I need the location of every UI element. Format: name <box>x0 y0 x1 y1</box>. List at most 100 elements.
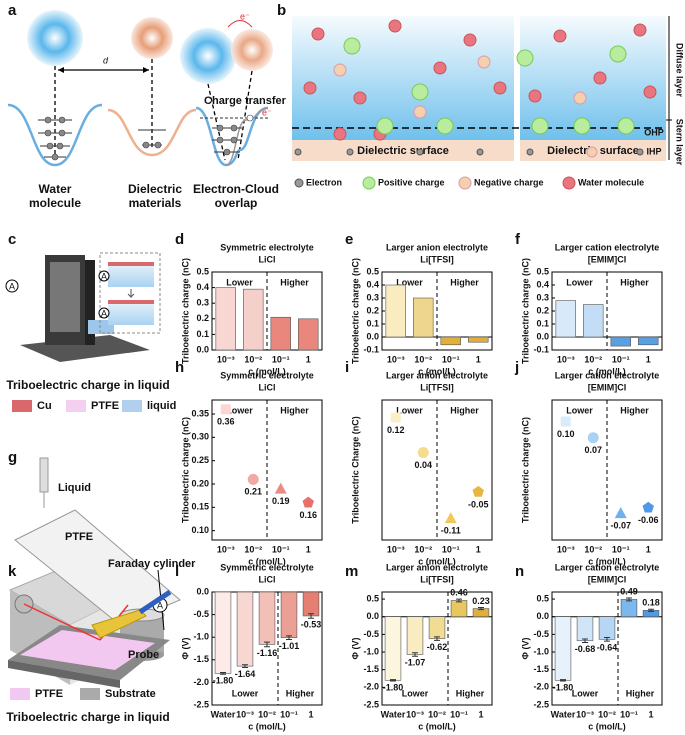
data-label: -0.11 <box>441 526 461 536</box>
ammeter <box>98 307 110 319</box>
data-label: -1.64 <box>235 669 256 679</box>
y-tick-label: 0.15 <box>191 502 209 512</box>
y-tick-label: -2.0 <box>193 677 209 687</box>
annotation: Higher <box>450 405 479 415</box>
syringe <box>39 457 49 493</box>
ammeter <box>5 279 19 293</box>
surface <box>292 140 514 161</box>
inset-cu <box>108 262 154 266</box>
annotation: Lower <box>572 688 599 698</box>
y-axis-label: Triboelectric charge (nC) <box>520 258 530 364</box>
x-tick-label: 10⁻¹ <box>272 354 290 364</box>
x-tick-label: 1 <box>476 354 481 364</box>
y-tick-label: 0.2 <box>366 305 379 315</box>
data-label: 0.04 <box>414 460 432 470</box>
bar <box>236 591 254 667</box>
annotation: Lower <box>396 277 423 287</box>
y-tick-label: 0.4 <box>536 279 549 289</box>
annotation: Higher <box>620 405 649 415</box>
marker <box>302 496 314 508</box>
y-tick-label: -0.5 <box>363 629 379 639</box>
ammeter <box>98 270 110 282</box>
y-axis-label: Triboelectric charge (nC) <box>180 417 190 523</box>
panel-label: a <box>8 2 17 19</box>
x-tick-label: 10⁻² <box>584 354 602 364</box>
legend-b: Electron Positive charge Negative charge… <box>294 176 644 190</box>
panel-label: b <box>277 2 286 19</box>
legend-swatch <box>122 400 142 412</box>
legend-swatch <box>10 688 30 700</box>
y-axis-label: Φ (V) <box>180 638 190 660</box>
x-tick-label: 10⁻² <box>244 354 262 364</box>
electrons <box>44 114 254 161</box>
y-tick-label: -1.5 <box>363 664 379 674</box>
y-tick-label: -1.5 <box>193 654 209 664</box>
data-label: -1.07 <box>405 658 426 668</box>
x-tick-label: 10⁻³ <box>217 544 235 554</box>
legend-label: Cu <box>37 400 52 412</box>
x-axis-label: c (mol/L) <box>418 721 456 731</box>
panel-a: a e⁻ d Charge transfer e⁻ Water molecule… <box>7 2 287 210</box>
marker <box>444 512 457 524</box>
legend-label: Electron <box>306 177 342 187</box>
bar <box>302 591 320 617</box>
bar <box>214 591 232 674</box>
bar <box>270 316 291 351</box>
bar <box>384 616 402 681</box>
tower-side <box>85 260 95 345</box>
error-bar <box>456 598 462 603</box>
data-label: 0.18 <box>642 598 660 608</box>
bar <box>385 284 406 338</box>
bar <box>468 336 489 343</box>
chart: Larger anion electrolyte Li[TFSI] -0.1 0.0 0… <box>350 242 493 376</box>
panel-label: h <box>175 359 184 376</box>
x-tick-label: 1 <box>478 709 483 719</box>
error-bar <box>264 641 270 648</box>
y-tick-label: 0.2 <box>536 305 549 315</box>
legend-swatch <box>66 400 86 412</box>
x-tick-label: 1 <box>306 544 311 554</box>
y-tick-label: 0.25 <box>191 455 209 465</box>
data-label: 0.36 <box>217 417 235 427</box>
x-tick-label: 10⁻² <box>414 354 432 364</box>
solution <box>292 16 514 140</box>
chart: Larger cation electrolyte [EMIM]Cl -2.5 -2.… <box>520 562 663 731</box>
chart-title: Symmetric electrolyte <box>220 370 314 380</box>
x-axis-label: c (mol/L) <box>588 721 626 731</box>
data-label: 0.49 <box>620 586 638 596</box>
legend-label: PTFE <box>91 400 119 412</box>
ammeter-label: A <box>157 600 163 610</box>
data-label: 0.16 <box>299 510 317 520</box>
electron-symbol: e⁻ <box>262 107 272 117</box>
x-tick-label: 1 <box>306 354 311 364</box>
y-axis-label: Triboelectric charge (nC) <box>520 417 530 523</box>
y-tick-label: -0.1 <box>533 344 549 354</box>
panel-label: m <box>345 563 358 580</box>
chart: Larger cation electrolyte [EMIM]Cl -0.1 0.0… <box>520 242 663 376</box>
probe-label: Probe <box>128 649 159 661</box>
plane-label: OHP <box>644 127 664 137</box>
marker <box>614 507 627 519</box>
data-label: 0.21 <box>244 487 262 497</box>
y-tick-label: 0.5 <box>366 593 379 603</box>
y-tick-label: -0.5 <box>533 629 549 639</box>
marker <box>390 412 401 423</box>
x-tick-label: Water <box>211 709 236 719</box>
well <box>107 108 197 157</box>
data-label: -1.16 <box>257 648 278 658</box>
legend-swatch <box>80 688 100 700</box>
annotation: Lower <box>566 405 593 415</box>
x-tick-label: 10⁻¹ <box>612 544 630 554</box>
marker <box>587 432 599 444</box>
x-tick-label: 10⁻³ <box>557 354 575 364</box>
y-axis-label: Triboelectric charge (nC) <box>350 258 360 364</box>
panel-c: c A A A Triboelectric charge in liquid C… <box>5 231 176 412</box>
error-bar <box>390 679 396 682</box>
chart-subtitle: Li[TFSI] <box>420 574 454 584</box>
y-axis-label: Triboelectric charge (nC) <box>180 258 190 364</box>
data-label: 0.12 <box>387 425 405 435</box>
chart: Symmetric electrolyte LiCl 0.0 0.1 0.2 0.3 0.4… <box>180 242 323 376</box>
y-tick-label: 0.2 <box>196 313 209 323</box>
data-label: -0.53 <box>301 620 322 630</box>
